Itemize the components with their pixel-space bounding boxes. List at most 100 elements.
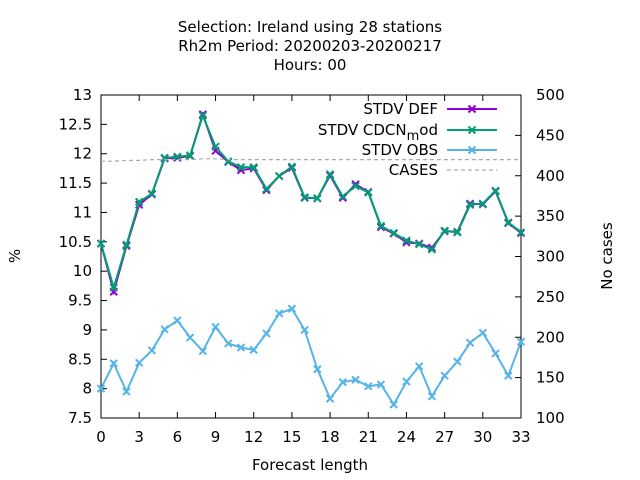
data-point bbox=[351, 181, 360, 191]
data-point bbox=[173, 316, 182, 325]
legend-label: STDV OBS bbox=[362, 141, 438, 159]
data-point-stroke bbox=[185, 333, 195, 342]
legend-entry: STDV OBS bbox=[362, 141, 497, 159]
data-point-stroke bbox=[274, 309, 284, 318]
data-point-stroke bbox=[185, 151, 195, 160]
data-point bbox=[160, 325, 169, 334]
data-point-stroke bbox=[134, 197, 144, 207]
series-line bbox=[100, 307, 522, 407]
data-point-stroke bbox=[351, 180, 360, 189]
y2-tick-label: 100 bbox=[536, 409, 565, 427]
data-point bbox=[224, 157, 233, 166]
data-point-stroke bbox=[173, 152, 182, 161]
data-point-stroke bbox=[338, 192, 348, 201]
legend-label-subscript: m bbox=[407, 129, 420, 144]
data-point bbox=[122, 240, 131, 249]
y2-tick-label: 200 bbox=[536, 328, 565, 346]
data-point bbox=[287, 162, 297, 171]
series-stdv-obs bbox=[96, 304, 526, 409]
data-point bbox=[313, 194, 322, 203]
data-point-stroke bbox=[249, 163, 258, 172]
title-line-2: Rh2m Period: 20200203-20200217 bbox=[178, 37, 442, 55]
legend-entry: CASES bbox=[389, 161, 497, 179]
data-point-stroke bbox=[453, 357, 462, 366]
data-point-stroke bbox=[427, 245, 437, 254]
data-point bbox=[516, 228, 526, 237]
title-line-3: Hours: 00 bbox=[274, 56, 347, 74]
data-point-stroke bbox=[440, 226, 449, 235]
x-tick-label: 27 bbox=[435, 428, 454, 446]
data-point-stroke bbox=[300, 325, 309, 335]
data-point bbox=[134, 358, 144, 368]
y-tick-label: 12.5 bbox=[59, 115, 92, 133]
data-point bbox=[402, 236, 411, 245]
legend-label: CASES bbox=[389, 161, 438, 179]
data-point bbox=[287, 304, 297, 313]
data-point bbox=[453, 228, 462, 237]
x-tick-label: 12 bbox=[244, 428, 263, 446]
y-tick-label: 7.5 bbox=[68, 409, 92, 427]
data-point-stroke bbox=[351, 181, 360, 191]
data-point-stroke bbox=[478, 199, 488, 208]
data-point bbox=[274, 171, 284, 181]
data-point-stroke bbox=[274, 171, 284, 181]
x-tick-label: 30 bbox=[473, 428, 492, 446]
data-point bbox=[491, 349, 500, 358]
data-point-stroke bbox=[300, 192, 309, 202]
data-point-stroke bbox=[376, 380, 386, 389]
data-point bbox=[198, 346, 208, 356]
series-line bbox=[100, 112, 522, 292]
data-point-stroke bbox=[325, 170, 335, 179]
data-point bbox=[325, 170, 335, 179]
data-point-stroke bbox=[173, 316, 182, 325]
data-point-stroke bbox=[122, 387, 131, 396]
data-point bbox=[338, 377, 348, 387]
data-point-stroke bbox=[198, 111, 208, 120]
data-point-stroke bbox=[402, 377, 411, 386]
data-point bbox=[465, 338, 475, 348]
data-point bbox=[211, 322, 220, 332]
data-point-stroke bbox=[504, 371, 513, 380]
data-point-stroke bbox=[147, 346, 157, 355]
data-point-stroke bbox=[96, 239, 106, 248]
data-point bbox=[262, 184, 271, 194]
data-point-stroke bbox=[313, 365, 322, 374]
data-point bbox=[300, 325, 309, 335]
data-point-stroke bbox=[147, 189, 157, 198]
x-tick-label: 15 bbox=[282, 428, 301, 446]
data-point-stroke bbox=[249, 345, 258, 355]
data-point bbox=[96, 239, 106, 248]
chart-title: Selection: Ireland using 28 stations Rh2… bbox=[178, 18, 442, 74]
data-point-stroke bbox=[389, 400, 398, 409]
y2-tick-label: 350 bbox=[536, 207, 565, 225]
data-point-stroke bbox=[325, 394, 335, 403]
data-point-stroke bbox=[109, 359, 118, 368]
y-tick-label: 8.5 bbox=[68, 350, 92, 368]
data-point bbox=[389, 400, 398, 409]
legend-entry: STDV DEF bbox=[363, 100, 497, 118]
y-axis-label: % bbox=[6, 249, 24, 263]
y-tick-label: 12 bbox=[73, 145, 92, 163]
title-line-1: Selection: Ireland using 28 stations bbox=[178, 18, 442, 36]
data-point-stroke bbox=[109, 283, 118, 292]
data-point bbox=[211, 142, 220, 151]
x-tick-label: 24 bbox=[397, 428, 416, 446]
data-point-stroke bbox=[364, 382, 373, 391]
data-point-stroke bbox=[351, 375, 360, 385]
data-point-stroke bbox=[516, 228, 526, 237]
data-point bbox=[504, 371, 513, 380]
data-point bbox=[147, 189, 157, 198]
data-point bbox=[274, 309, 284, 318]
data-point bbox=[147, 346, 157, 355]
y-tick-label: 8 bbox=[82, 380, 92, 398]
x-tick-label: 0 bbox=[96, 428, 106, 446]
data-point-stroke bbox=[453, 228, 462, 237]
ticks: 0 3 6 9 12 15 18 21 24 27 30 33 7.5 8 8.5 9 9.5 10 10.5 11 1… bbox=[59, 86, 565, 446]
y2-axis-label: No cases bbox=[598, 222, 616, 290]
data-point bbox=[351, 375, 360, 385]
y-tick-label: 9 bbox=[82, 321, 92, 339]
legend-marker bbox=[467, 125, 477, 135]
data-point-stroke bbox=[338, 377, 348, 387]
data-point-stroke bbox=[96, 384, 106, 393]
